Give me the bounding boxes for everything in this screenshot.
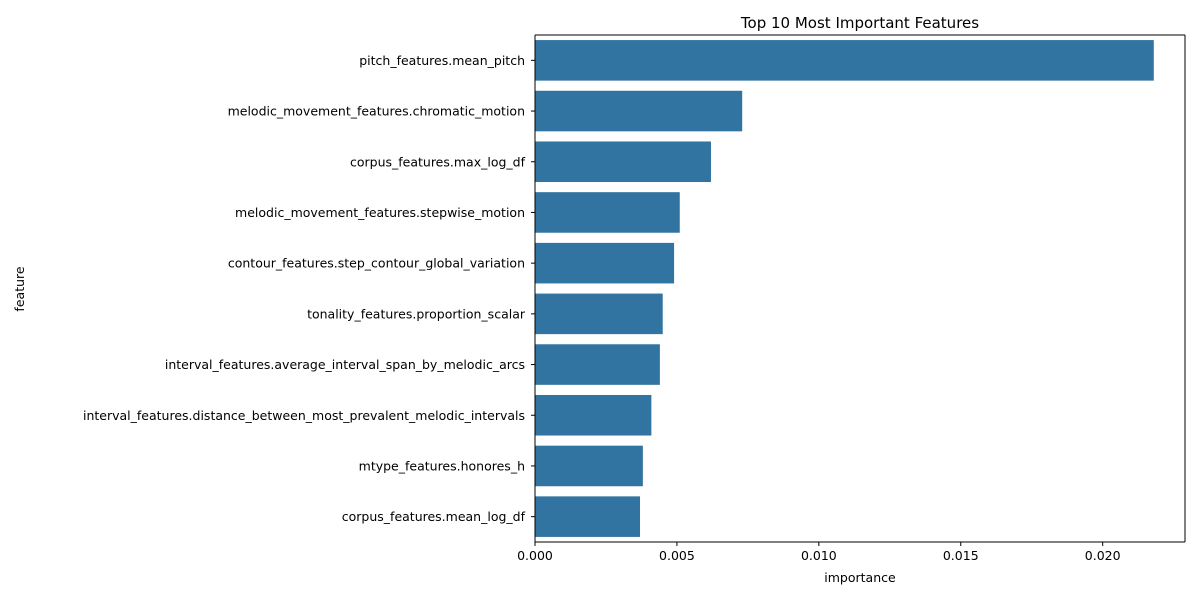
y-tick-label: mtype_features.honores_h (359, 458, 525, 473)
x-tick-label: 0.015 (943, 548, 979, 563)
bar (535, 90, 743, 132)
x-tick-label: 0.000 (517, 548, 553, 563)
bar (535, 40, 1154, 81)
x-tick-label: 0.020 (1085, 548, 1121, 563)
y-tick-label: melodic_movement_features.chromatic_moti… (228, 104, 525, 119)
y-tick-label: interval_features.distance_between_most_… (83, 408, 525, 423)
bar (535, 445, 643, 487)
bar (535, 496, 641, 537)
bar (535, 293, 663, 335)
y-axis-label: feature (12, 266, 27, 311)
y-axis-ticks: pitch_features.mean_pitch melodic_movemen… (83, 53, 535, 524)
x-axis-ticks: 0.000 0.005 0.010 0.015 0.020 (517, 542, 1121, 563)
x-tick-label: 0.010 (801, 548, 837, 563)
y-tick-label: contour_features.step_contour_global_var… (228, 256, 525, 271)
y-tick-label: tonality_features.proportion_scalar (307, 306, 526, 321)
x-tick-label: 0.005 (659, 548, 695, 563)
bar (535, 344, 660, 385)
bars-layer (535, 40, 1154, 537)
y-tick-label: melodic_movement_features.stepwise_motio… (235, 205, 525, 220)
x-axis-label: importance (824, 570, 896, 585)
y-tick-label: interval_features.average_interval_span_… (165, 357, 525, 372)
y-tick-label: pitch_features.mean_pitch (359, 53, 525, 68)
y-tick-label: corpus_features.max_log_df (350, 154, 526, 169)
y-tick-label: corpus_features.mean_log_df (342, 509, 526, 524)
chart-title: Top 10 Most Important Features (740, 14, 979, 32)
bar (535, 141, 711, 183)
bar (535, 192, 680, 233)
bar (535, 394, 652, 436)
bar (535, 242, 675, 284)
